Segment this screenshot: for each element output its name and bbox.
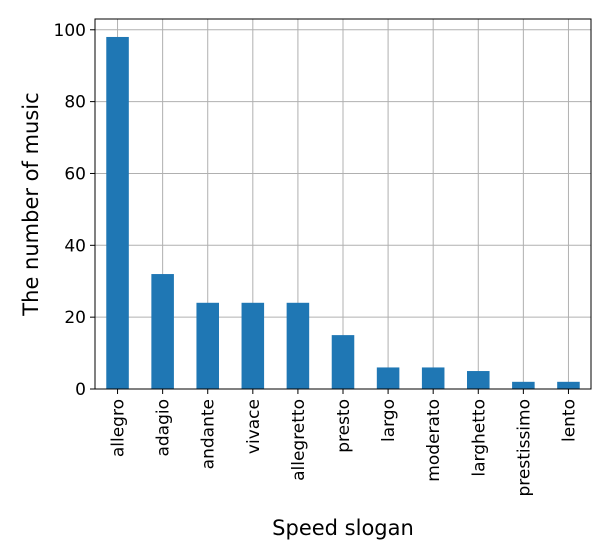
y-tick-label: 100 bbox=[54, 21, 86, 41]
bar-vivace bbox=[241, 302, 265, 389]
bar-allegro bbox=[106, 36, 129, 389]
x-tick-label-allegretto: allegretto bbox=[289, 399, 309, 481]
bar-allegretto bbox=[286, 302, 310, 389]
y-axis-label: The number of music bbox=[19, 92, 43, 316]
bar-moderato bbox=[421, 367, 445, 389]
grid-lines bbox=[95, 19, 591, 390]
x-tick-label-andante: andante bbox=[199, 399, 219, 469]
x-tick-label-presto: presto bbox=[334, 399, 354, 453]
x-tick-label-largo: largo bbox=[379, 399, 399, 442]
y-tick-label: 0 bbox=[75, 380, 86, 400]
y-tick-label: 60 bbox=[64, 164, 86, 184]
x-tick-label-vivace: vivace bbox=[244, 399, 264, 454]
bar-adagio bbox=[151, 274, 174, 389]
bar-lento bbox=[557, 381, 580, 389]
bar-larghetto bbox=[467, 371, 490, 389]
x-tick-label-moderato: moderato bbox=[424, 399, 444, 482]
y-tick-label: 20 bbox=[64, 308, 86, 328]
x-tick-label-adagio: adagio bbox=[154, 399, 174, 457]
bar-presto bbox=[331, 335, 355, 389]
bar-andante bbox=[196, 302, 219, 389]
y-tick-label: 80 bbox=[64, 93, 86, 113]
y-tick-label: 40 bbox=[64, 236, 86, 256]
y-axis-ticks: 0 20 40 60 80 100 bbox=[54, 21, 95, 400]
x-tick-label-prestissimo: prestissimo bbox=[514, 399, 534, 497]
x-tick-label-allegro: allegro bbox=[109, 399, 129, 457]
x-tick-label-larghetto: larghetto bbox=[469, 399, 489, 477]
x-axis-ticks: allegro adagio andante vivace allegretto pres… bbox=[109, 389, 579, 497]
x-axis-label: Speed slogan bbox=[272, 516, 414, 540]
x-tick-label-lento: lento bbox=[559, 399, 579, 442]
bar-largo bbox=[376, 367, 400, 389]
bar-prestissimo bbox=[512, 381, 535, 389]
bars bbox=[106, 36, 580, 389]
